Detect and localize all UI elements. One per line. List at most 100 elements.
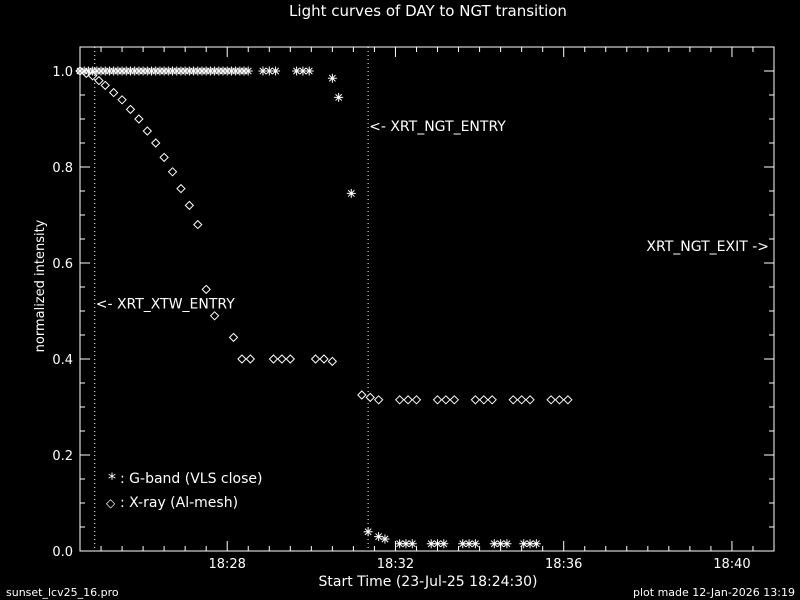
xray-point [245, 354, 256, 364]
xray-point [167, 167, 178, 177]
x-axis-tick-labels: 18:28 18:32 18:36 18:40 [208, 557, 750, 572]
gband-point [401, 539, 411, 549]
event-annotations: <- XRT_XTW_ENTRY <- XRT_NGT_ENTRY XRT_NGT_… [94, 47, 769, 551]
xray-point [310, 354, 321, 364]
data-series [75, 66, 573, 549]
gband-point [531, 539, 541, 549]
legend: * : G-band (VLS close) ◇ : X-ray (Al-mes… [106, 469, 262, 511]
xray-point [441, 395, 451, 405]
gband-point [304, 66, 314, 76]
gband-point [464, 539, 474, 549]
gband-point [271, 66, 281, 76]
legend-label-gband: : G-band (VLS close) [120, 471, 262, 487]
gband-point [395, 539, 405, 549]
gband-point [363, 527, 373, 537]
gband-point [439, 539, 449, 549]
xray-point [479, 395, 489, 405]
xray-point [432, 395, 443, 405]
xray-point [319, 354, 329, 364]
gband-point [496, 539, 506, 549]
xray-point [516, 395, 527, 405]
y-axis-label: normalized intensity [33, 219, 48, 352]
y-tick-label: 1.0 [52, 65, 73, 80]
gband-point [243, 66, 253, 76]
gband-point [298, 66, 308, 76]
gband-point [264, 66, 274, 76]
gband-point [433, 539, 443, 549]
footer-program-name: sunset_lcv25_16.pro [6, 586, 119, 599]
gband-point [458, 539, 468, 549]
y-tick-label: 0.2 [52, 449, 73, 464]
xray-point [394, 395, 405, 405]
xray-point [75, 66, 85, 76]
plot-frame [79, 46, 775, 552]
xray-point [117, 95, 127, 105]
xray-point [403, 395, 413, 405]
x-tick-label: 18:36 [545, 557, 582, 572]
gband-point [470, 539, 480, 549]
xray-point [546, 395, 556, 405]
xray-point [470, 395, 481, 405]
xray-point [357, 390, 367, 400]
xray-point [487, 395, 497, 405]
event-annotation-label: <- XRT_NGT_ENTRY [369, 119, 506, 135]
y-tick-label: 0.8 [52, 161, 73, 176]
xray-point [201, 284, 211, 295]
xray-point [100, 80, 110, 91]
legend-marker-gband: * [108, 469, 116, 488]
gband-point [502, 539, 512, 549]
xray-point [209, 311, 220, 321]
xray-point [563, 395, 573, 405]
xray-point [134, 114, 144, 124]
xray-point [237, 354, 247, 364]
gband-point [258, 66, 268, 76]
gband-point [519, 539, 529, 549]
xray-point [411, 395, 422, 405]
xray-point [159, 152, 169, 163]
y-tick-label: 0.6 [52, 257, 73, 272]
xray-point [508, 395, 518, 405]
xray-point [554, 395, 565, 405]
xray-point [151, 138, 161, 148]
gband-point [374, 532, 384, 542]
gband-point [489, 539, 499, 549]
event-annotation-label: XRT_NGT_EXIT -> [646, 239, 769, 255]
gband-point [407, 539, 417, 549]
y-axis-tick-labels: 0.0 0.2 0.4 0.6 0.8 1.0 [52, 65, 73, 560]
xray-point [193, 219, 203, 230]
gband-point [327, 73, 337, 83]
chart-title: Light curves of DAY to NGT transition [289, 2, 567, 20]
gband-point [380, 534, 390, 544]
xray-point [525, 395, 535, 405]
xray-point [365, 392, 375, 403]
event-annotation-label: <- XRT_XTW_ENTRY [96, 297, 236, 313]
x-axis-label: Start Time (23-Jul-25 18:24:30) [318, 574, 537, 590]
xray-point [125, 104, 136, 115]
x-tick-label: 18:40 [713, 557, 750, 572]
gband-point [292, 66, 302, 76]
gband-point [334, 92, 344, 102]
xray-point [285, 354, 296, 364]
xray-point [176, 183, 186, 194]
gband-point [525, 539, 535, 549]
footer-plot-date: plot made 12-Jan-2026 13:19 [633, 586, 795, 599]
series-gband [75, 66, 541, 549]
series-xray [75, 66, 573, 405]
xray-point [268, 354, 279, 364]
x-tick-label: 18:32 [377, 557, 414, 572]
xray-point [184, 200, 195, 211]
xray-point [108, 87, 119, 98]
xray-point [87, 71, 98, 81]
xray-point [228, 332, 239, 343]
axis-ticks [79, 47, 775, 552]
legend-label-xray: : X-ray (Al-mesh) [120, 495, 238, 511]
xray-point [94, 75, 104, 86]
xray-point [449, 395, 460, 405]
y-tick-label: 0.0 [52, 545, 73, 560]
x-tick-label: 18:28 [208, 557, 245, 572]
xray-point [327, 356, 338, 367]
y-tick-label: 0.4 [52, 353, 73, 368]
xray-point [277, 354, 287, 364]
gband-point [346, 188, 356, 198]
